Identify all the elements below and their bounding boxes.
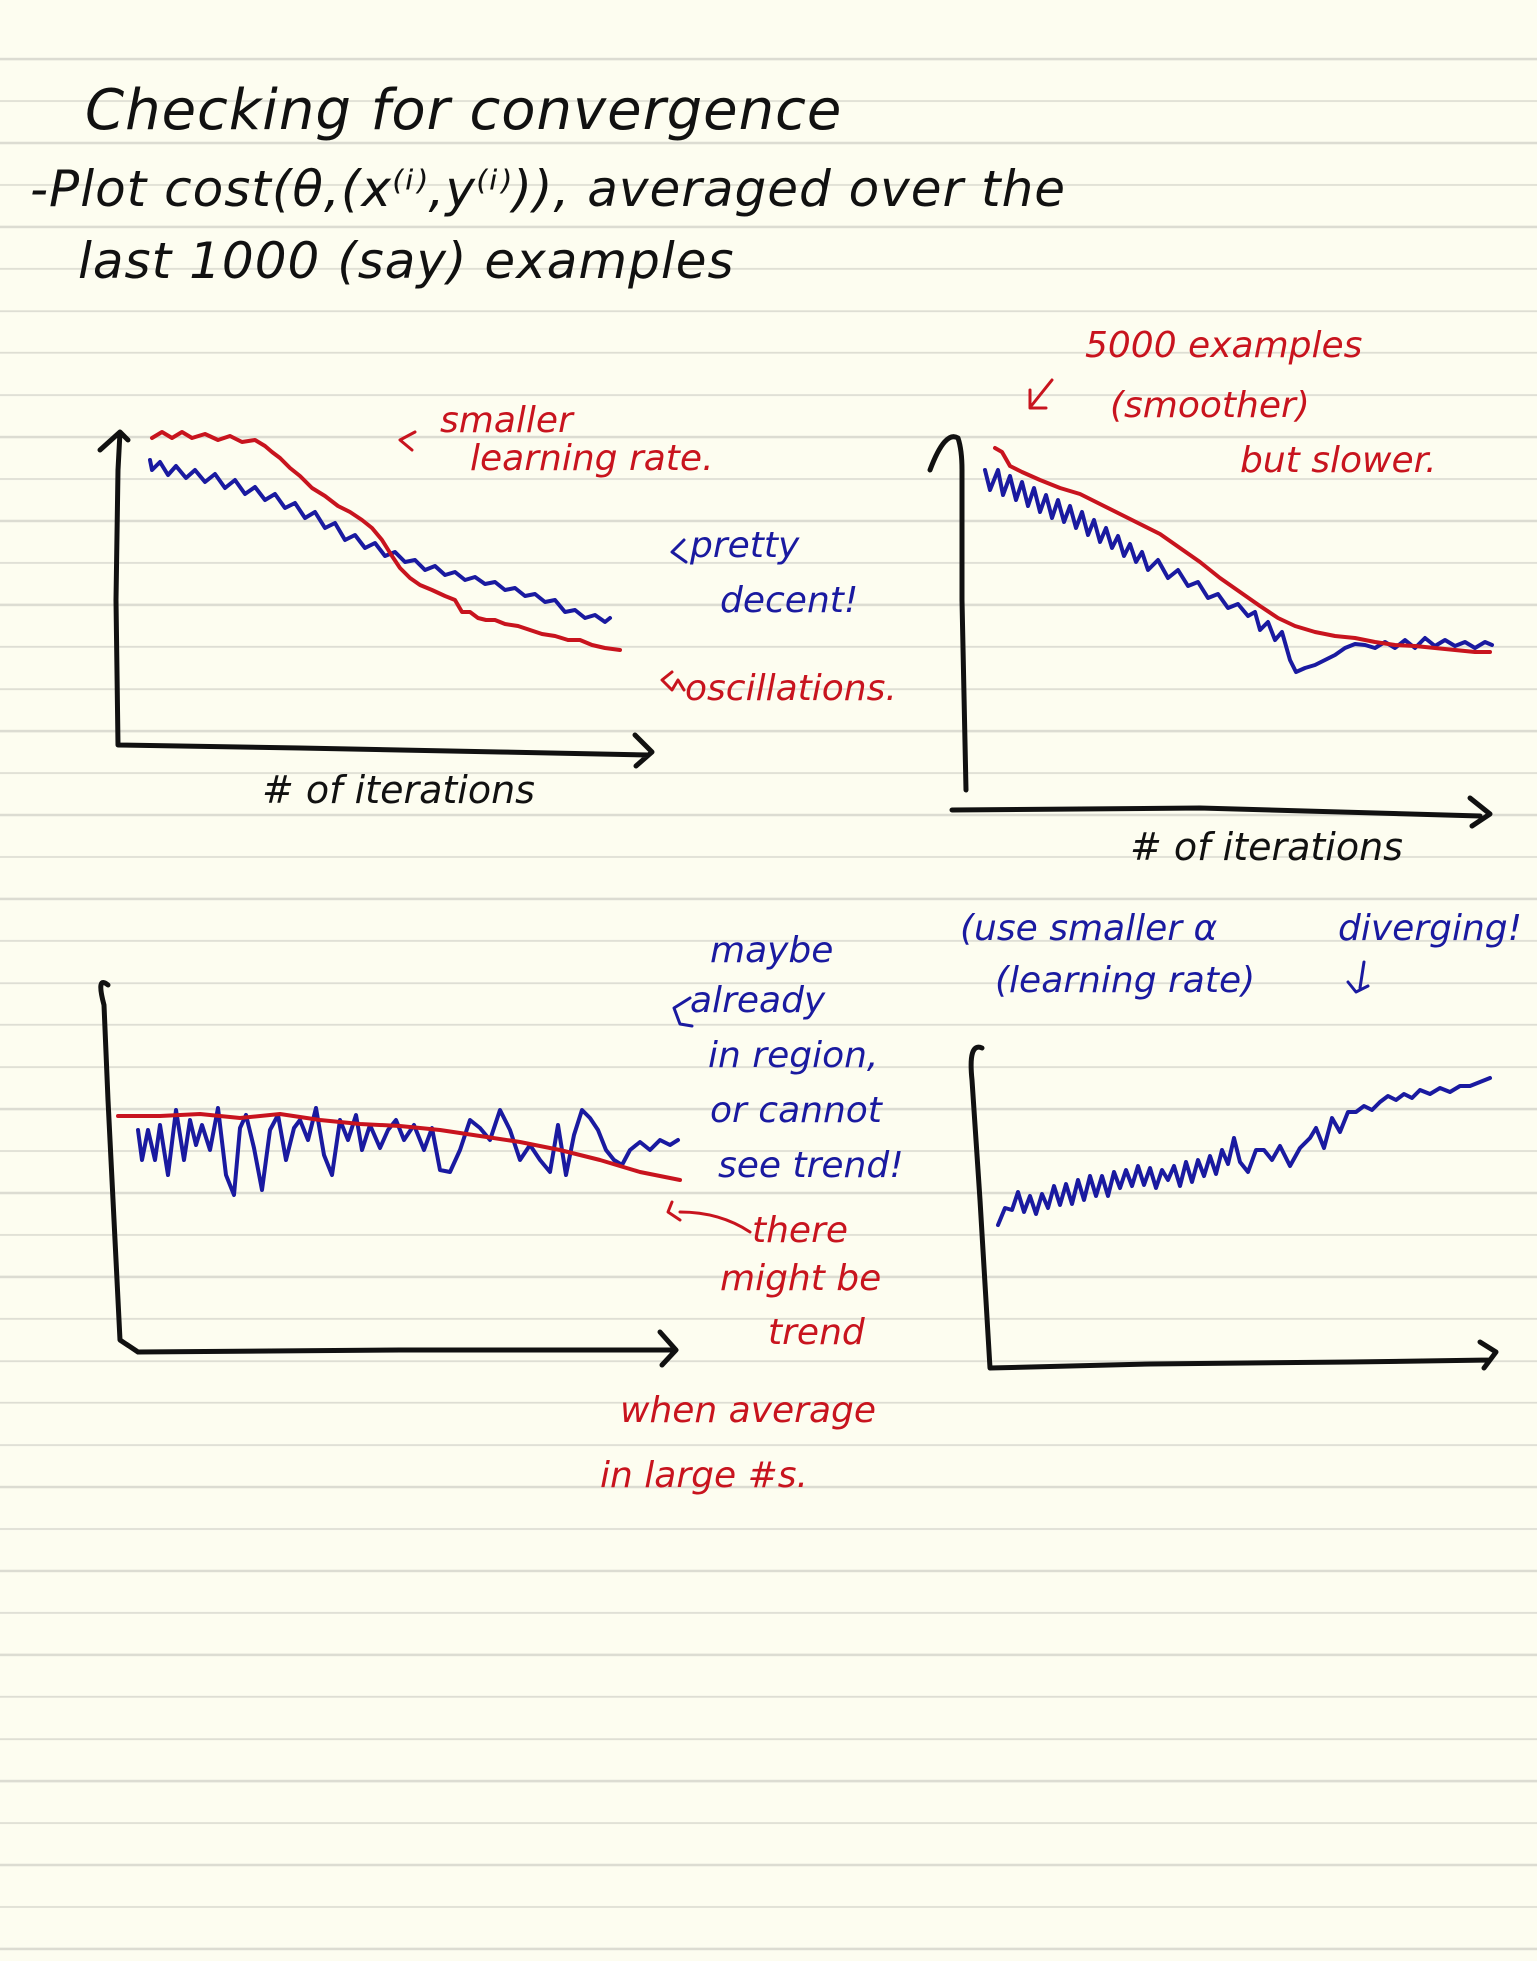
plot4-blue-note-left-line-2: (learning rate)	[995, 960, 1256, 1001]
plot4-blue-arrow	[1346, 960, 1370, 994]
plot1-axes	[97, 429, 655, 769]
plot3-blue-curve	[136, 1106, 680, 1197]
plot1-blue-curve	[148, 458, 612, 624]
plot2	[927, 378, 1494, 829]
plot1-red-curve	[150, 430, 622, 652]
plot3-axes	[98, 980, 679, 1368]
plot1-oscillation-squiggle	[660, 670, 686, 692]
plot1-x-axis-label: # of iterations	[262, 768, 535, 812]
plot3-blue-note-line-3: in region,	[708, 1035, 879, 1076]
plot2-axes	[927, 434, 1493, 829]
plot4-blue-note-left-line-1: (use smaller α	[960, 908, 1218, 949]
plot3-red-note-line-2: might be	[720, 1258, 882, 1299]
page-title: Checking for convergence	[85, 78, 843, 143]
plot2-blue-curve	[983, 468, 1494, 674]
plot1-blue-note-line-2: decent!	[720, 580, 859, 621]
plot1-oscillations-note: oscillations.	[685, 668, 897, 709]
plot4	[968, 960, 1499, 1371]
plot1-blue-note-line-1: pretty	[690, 525, 800, 566]
plot1	[97, 429, 688, 769]
plot3-red-note-line-1: there	[752, 1210, 849, 1251]
plot3-blue-note-line-1: maybe	[710, 930, 834, 971]
plot2-red-curve	[993, 446, 1492, 654]
plot1-red-arrow	[398, 430, 417, 452]
plot2-red-note-line-2: (smoother)	[1110, 385, 1310, 426]
plot3-blue-arrow	[672, 996, 694, 1028]
plot4-diverging-note: diverging!	[1338, 908, 1523, 949]
plot3	[98, 980, 752, 1368]
plot1-red-note-line-1: smaller	[440, 400, 573, 441]
plot3-red-curve	[116, 1112, 682, 1182]
plot1-red-note-line-2: learning rate.	[470, 438, 714, 479]
plot3-red-note2-line-2: in large #s.	[600, 1455, 808, 1496]
plot2-red-arrow	[1028, 378, 1054, 410]
intro-line-1: -Plot cost(θ,(x⁽ⁱ⁾,y⁽ⁱ⁾)), averaged over…	[30, 160, 1067, 218]
plot3-blue-note-line-5: see trend!	[718, 1145, 904, 1186]
plot4-blue-curve	[996, 1076, 1492, 1227]
intro-line-2: last 1000 (say) examples	[78, 232, 735, 290]
plot4-axes	[968, 1044, 1499, 1371]
plot1-blue-arrow	[670, 538, 688, 564]
plot2-x-axis-label: # of iterations	[1130, 825, 1403, 869]
plot2-red-note-line-1: 5000 examples	[1085, 325, 1363, 366]
plot3-red-note-line-3: trend	[768, 1312, 865, 1353]
plot3-blue-note-line-4: or cannot	[710, 1090, 882, 1131]
plot3-red-arrow	[666, 1200, 752, 1234]
plot3-red-note2-line-1: when average	[620, 1390, 877, 1431]
plot2-red-note-line-3: but slower.	[1240, 440, 1437, 481]
plot3-blue-note-line-2: already	[690, 980, 826, 1021]
